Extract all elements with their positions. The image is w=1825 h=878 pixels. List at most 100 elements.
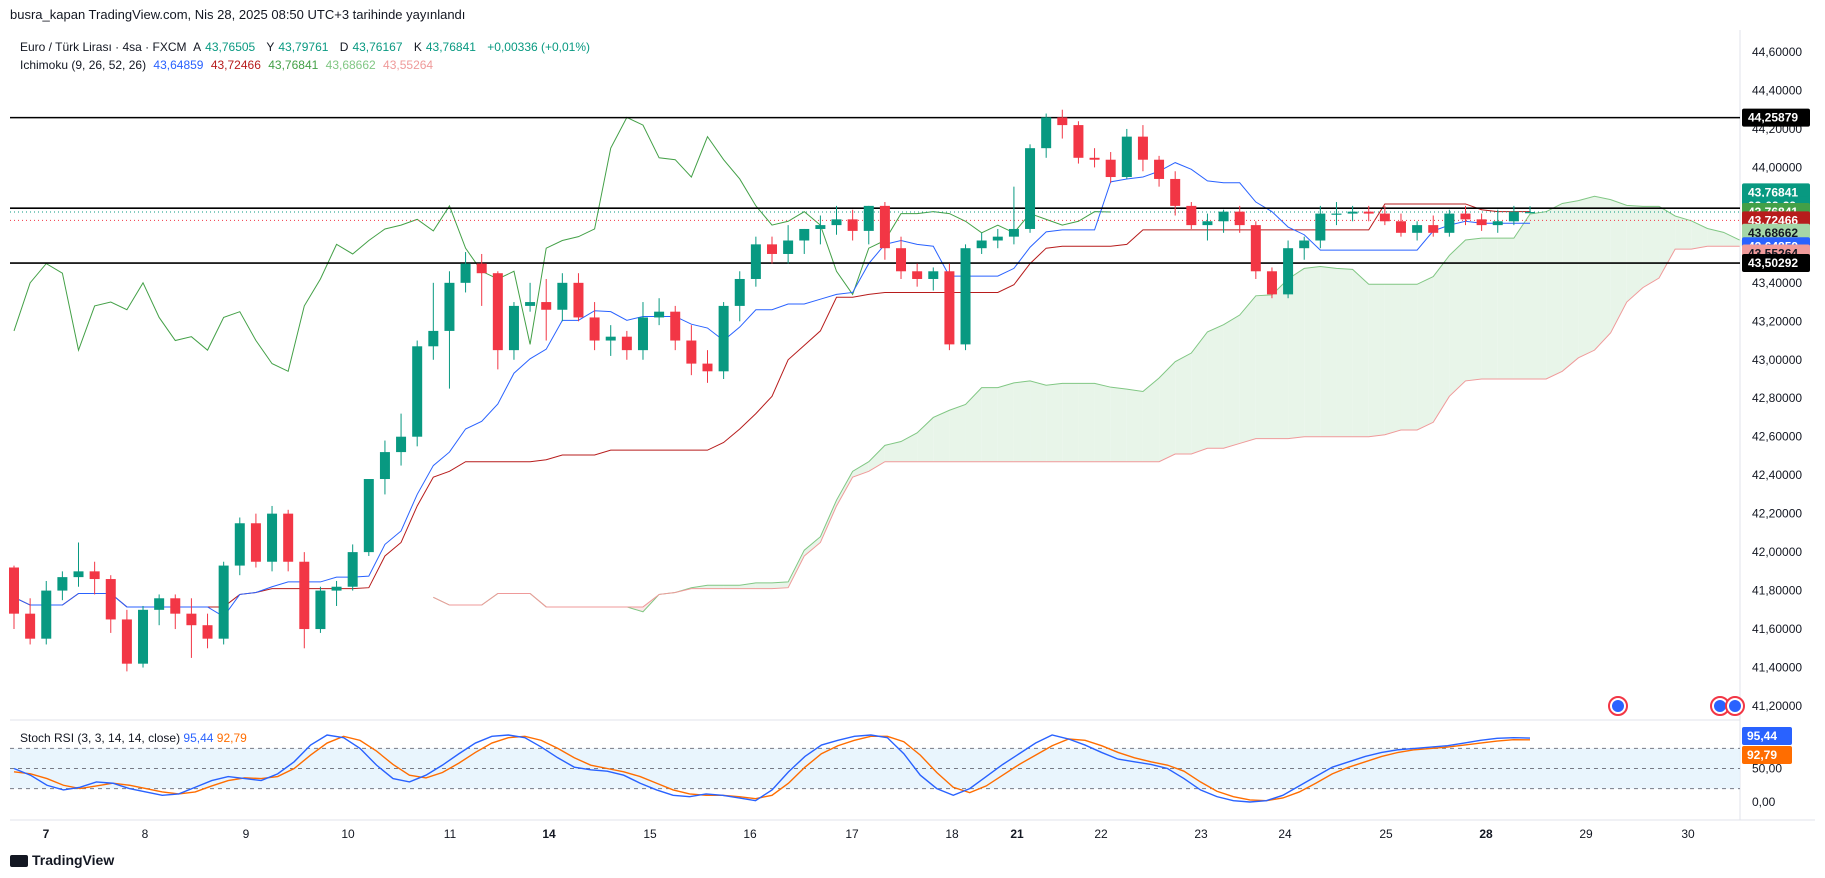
stoch-value-text: 92,79 bbox=[1747, 748, 1777, 762]
price-tick-label: 41,80000 bbox=[1752, 584, 1802, 598]
candle-body bbox=[1363, 211, 1374, 214]
candle-body bbox=[1266, 271, 1277, 295]
chikou-line bbox=[13, 116, 1111, 373]
span-b-value: 43,55264 bbox=[383, 58, 434, 72]
cloud-segment bbox=[1288, 268, 1305, 439]
time-tick-label: 21 bbox=[1010, 827, 1024, 841]
candle-body bbox=[1170, 178, 1181, 206]
cloud-segment bbox=[1159, 361, 1176, 462]
candle-body bbox=[73, 571, 84, 578]
candle-body bbox=[267, 513, 278, 562]
candle-body bbox=[1283, 248, 1294, 295]
candle-body bbox=[783, 240, 794, 254]
price-label-badge bbox=[1742, 254, 1810, 273]
candle-body bbox=[1379, 213, 1390, 222]
cloud-segment bbox=[1400, 284, 1418, 430]
cloud-segment bbox=[868, 445, 885, 472]
price-label-text: 43,68662 bbox=[1748, 226, 1798, 240]
price-tick-label: 42,20000 bbox=[1752, 507, 1802, 521]
stoch-value-text: 95,44 bbox=[1747, 729, 1777, 743]
candle-body bbox=[1202, 221, 1213, 226]
ichimoku-label[interactable]: Ichimoku (9, 26, 52, 26) bbox=[20, 58, 147, 72]
candle-body bbox=[1299, 240, 1310, 249]
time-tick-label: 9 bbox=[243, 827, 250, 841]
cloud-segment bbox=[1578, 196, 1595, 358]
close-value: K 43,76841 bbox=[413, 40, 476, 54]
candle-body bbox=[976, 240, 987, 249]
time-tick-label: 8 bbox=[142, 827, 149, 841]
cloud-segment bbox=[1094, 383, 1111, 462]
symbol-title[interactable]: Euro / Türk Lirası · 4sa · FXCM bbox=[20, 40, 187, 54]
candle-body bbox=[154, 598, 165, 610]
candle-body bbox=[686, 340, 697, 364]
candle-body bbox=[1234, 211, 1245, 226]
candle-body bbox=[283, 513, 294, 562]
span-a-line bbox=[433, 195, 1740, 613]
time-tick-label: 11 bbox=[444, 827, 457, 841]
cloud-segment bbox=[1465, 238, 1482, 381]
cloud-segment bbox=[949, 404, 966, 462]
candle-body bbox=[847, 219, 858, 231]
stoch-value-badge bbox=[1742, 727, 1792, 745]
cloud-segment bbox=[1175, 353, 1192, 455]
candle-body bbox=[1476, 219, 1487, 226]
economic-event-icon-inner bbox=[1729, 700, 1741, 712]
candle-body bbox=[1525, 212, 1535, 214]
cloud-segment bbox=[1417, 276, 1434, 430]
candle-body bbox=[234, 523, 245, 566]
cloud-segment bbox=[884, 441, 902, 462]
candle-body bbox=[1105, 159, 1116, 178]
cloud-segment bbox=[1239, 295, 1256, 444]
candle-body bbox=[1428, 225, 1439, 233]
cloud-segment bbox=[933, 410, 950, 462]
stoch-rsi-label[interactable]: Stoch RSI (3, 3, 14, 14, close) bbox=[20, 731, 181, 745]
stoch-k-line bbox=[13, 734, 1531, 803]
candle-body bbox=[1186, 205, 1197, 226]
candle-body bbox=[1154, 159, 1165, 179]
tradingview-logo[interactable]: TradingView bbox=[10, 852, 114, 868]
cloud-segment bbox=[1191, 331, 1208, 455]
candle-body bbox=[992, 236, 1003, 241]
cloud-segment bbox=[1126, 389, 1143, 462]
price-tick-label: 43,20000 bbox=[1752, 314, 1802, 328]
tenkan-value: 43,64859 bbox=[153, 58, 204, 72]
candle-body bbox=[1412, 225, 1423, 233]
cloud-segment bbox=[1562, 200, 1579, 372]
cloud-segment bbox=[981, 387, 998, 462]
time-tick-label: 7 bbox=[43, 827, 50, 841]
cloud-segment bbox=[1594, 196, 1611, 351]
candle-body bbox=[896, 248, 907, 272]
candle-body bbox=[379, 452, 390, 480]
ichimoku-cloud bbox=[433, 196, 1756, 612]
stoch-d-value: 92,79 bbox=[216, 731, 247, 745]
stoch-k-value: 95,44 bbox=[183, 731, 214, 745]
candle-body bbox=[428, 330, 439, 347]
cloud-segment bbox=[1384, 284, 1401, 435]
candle-body bbox=[831, 219, 842, 226]
candle-body bbox=[702, 363, 713, 372]
cloud-segment bbox=[1659, 206, 1676, 279]
candle-body bbox=[654, 311, 665, 318]
cloud-segment bbox=[997, 382, 1014, 462]
cloud-segment bbox=[1530, 211, 1547, 379]
price-tick-label: 42,00000 bbox=[1752, 545, 1802, 559]
candle-body bbox=[1089, 157, 1100, 160]
candle-body bbox=[1395, 221, 1406, 233]
candle-body bbox=[1041, 117, 1052, 149]
candle-body bbox=[557, 282, 568, 310]
candle-body bbox=[476, 263, 487, 274]
candle-body bbox=[734, 278, 745, 306]
candle-body bbox=[444, 282, 455, 331]
candle-body bbox=[1331, 213, 1342, 215]
kijun-value: 43,72466 bbox=[210, 58, 261, 72]
cloud-segment bbox=[1675, 215, 1692, 250]
candle-body bbox=[863, 205, 874, 231]
span-b-line bbox=[433, 245, 1740, 608]
candle-body bbox=[1460, 213, 1471, 220]
cloud-segment bbox=[772, 581, 789, 589]
candle-body bbox=[1315, 213, 1326, 241]
time-tick-label: 23 bbox=[1194, 827, 1208, 841]
symbol-legend: Euro / Türk Lirası · 4sa · FXCM A 43,7650… bbox=[20, 40, 594, 54]
candle-body bbox=[1347, 211, 1358, 214]
